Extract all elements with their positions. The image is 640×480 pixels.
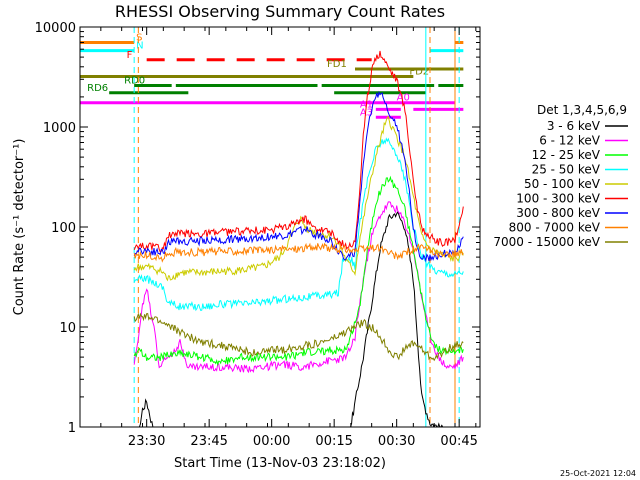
- x-tick-label-00-00: 00:00: [253, 434, 290, 449]
- state-label-f: F: [127, 50, 133, 61]
- y-tick-label-1: 1: [68, 421, 76, 436]
- series-line-12-25-kev: [133, 175, 464, 367]
- x-axis-title: Start Time (13-Nov-03 23:18:02): [174, 456, 386, 471]
- series-line-800-7000-kev: [133, 242, 464, 263]
- legend-title: Det 1,3,4,5,6,9: [537, 103, 627, 117]
- state-label-rd0: RD0: [124, 76, 145, 87]
- legend-label-50-100-kev: 50 - 100 keV: [524, 177, 601, 191]
- series-line-300-800-kev: [133, 90, 464, 263]
- state-label-s: S: [136, 32, 142, 43]
- series-line-100-300-kev: [133, 50, 464, 253]
- series-line-7000-15000-kev: [133, 312, 464, 362]
- legend-label-12-25-kev: 12 - 25 keV: [532, 148, 601, 162]
- state-label-fd1: FD1: [327, 59, 347, 70]
- axis-ticks: 23:30 23:45 00:00 00:15 00:30 00:45 1 10 100 1000…: [35, 21, 480, 449]
- x-tick-label-00-15: 00:15: [315, 434, 352, 449]
- y-tick-label-1000: 1000: [43, 121, 76, 136]
- y-tick-label-10: 10: [59, 321, 76, 336]
- legend-label-7000-15000-kev: 7000 - 15000 keV: [493, 235, 600, 249]
- x-tick-label-23-45: 23:45: [190, 434, 227, 449]
- series-line-25-50-kev: [133, 137, 464, 312]
- series-lines: [133, 50, 464, 427]
- state-label-n: N: [136, 41, 143, 52]
- state-label-a0: A0: [397, 93, 410, 104]
- legend-label-800-7000-kev: 800 - 7000 keV: [509, 221, 601, 235]
- y-tick-label-10000: 10000: [35, 21, 76, 36]
- legend-label-100-300-kev: 100 - 300 keV: [516, 192, 600, 206]
- series-line-6-12-kev: [133, 201, 464, 374]
- x-tick-label-00-30: 00:30: [378, 434, 415, 449]
- y-tick-label-100: 100: [51, 221, 76, 236]
- y-axis-title: Count Rate (s⁻¹ detector⁻¹): [12, 139, 27, 316]
- series-line-3-6-kev: [134, 210, 447, 427]
- chart-title: RHESSI Observing Summary Count Rates: [115, 2, 445, 21]
- timestamp: 25-Oct-2021 12:04: [560, 469, 636, 478]
- state-label-a3: A3: [360, 107, 373, 118]
- legend-label-6-12-kev: 6 - 12 keV: [539, 134, 601, 148]
- legend-label-300-800-kev: 300 - 800 keV: [516, 206, 600, 220]
- x-tick-label-23-30: 23:30: [128, 434, 165, 449]
- state-label-rd6: RD6: [87, 83, 108, 94]
- state-label-fd2: FD2: [409, 66, 429, 77]
- legend-label-25-50-kev: 25 - 50 keV: [532, 163, 601, 177]
- x-tick-label-00-45: 00:45: [440, 434, 477, 449]
- legend-label-3-6-kev: 3 - 6 keV: [547, 119, 601, 133]
